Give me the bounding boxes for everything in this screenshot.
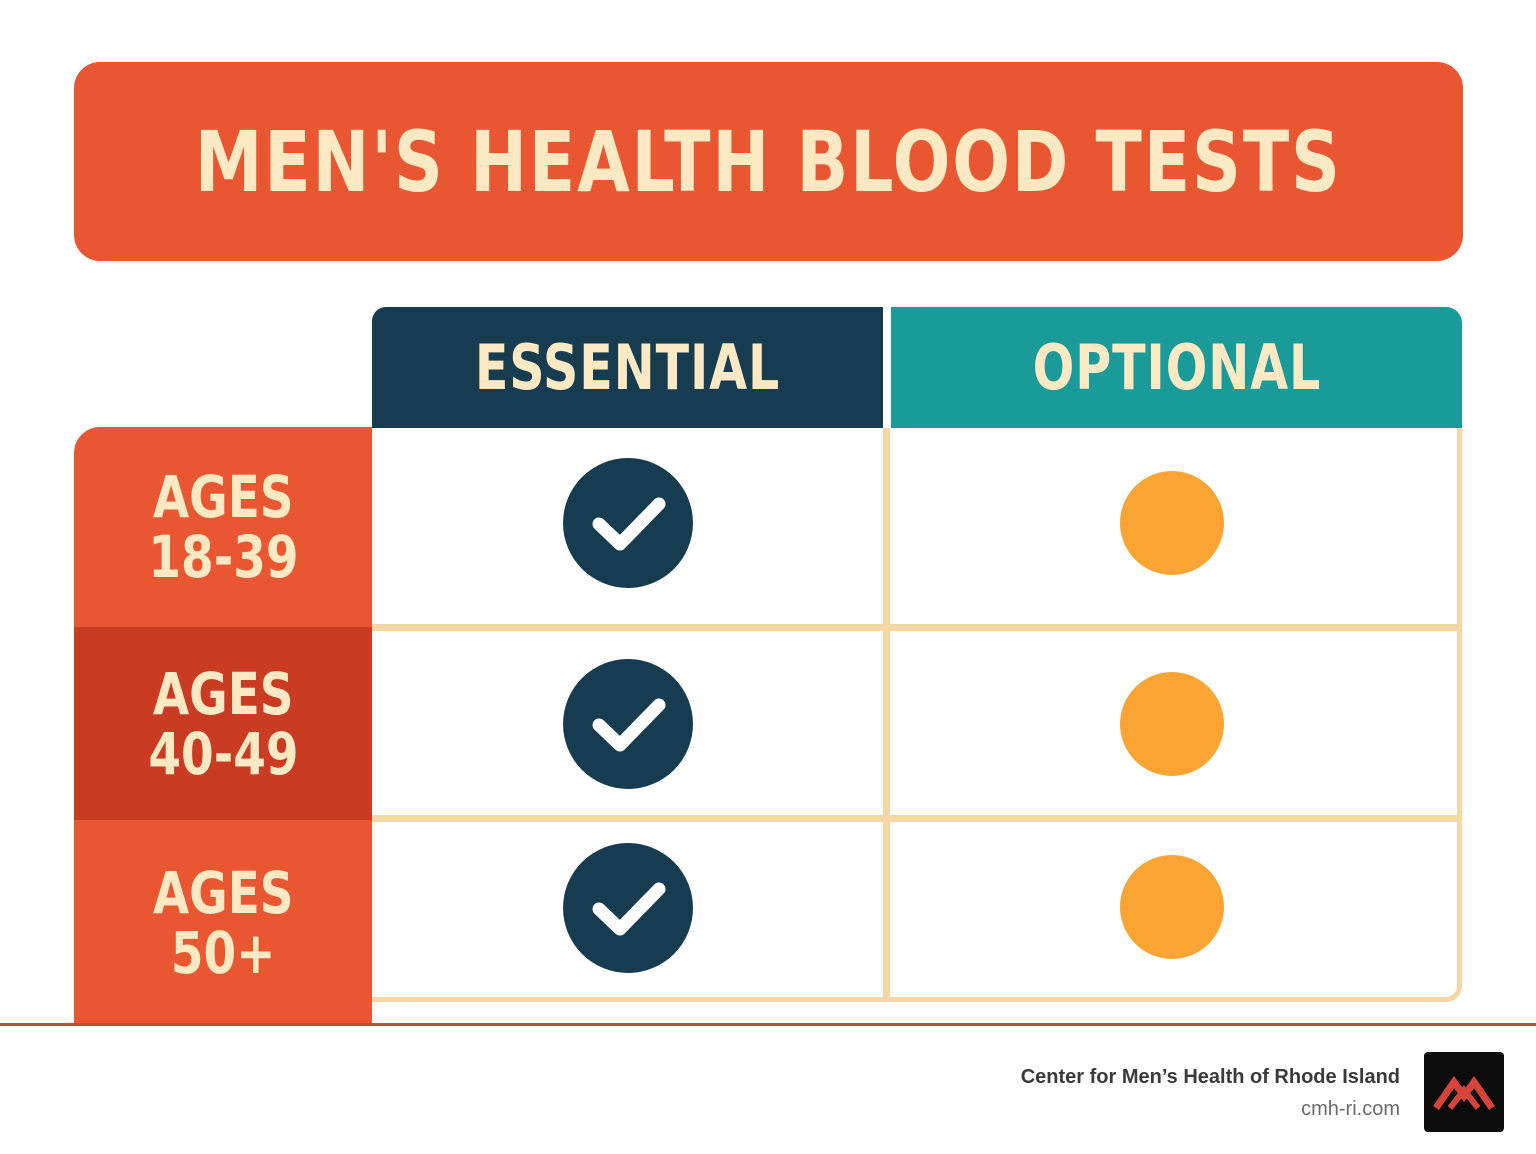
circle-dot-icon: [1120, 471, 1224, 575]
circle-dot-icon: [1120, 672, 1224, 776]
age-column: AGES 18-39 AGES 40-49 AGES 50+: [74, 427, 372, 1025]
grid-divider-vertical: [883, 428, 890, 997]
row-label-line2: 40-49: [147, 719, 299, 788]
cmh-logo-icon: [1424, 1052, 1504, 1132]
checkmark-icon: [563, 458, 693, 588]
circle-dot-icon: [1120, 855, 1224, 959]
row-label-50-plus: AGES 50+: [74, 820, 372, 1025]
row-label-line1: AGES: [152, 659, 294, 728]
footer-website-link[interactable]: cmh-ri.com: [1301, 1098, 1400, 1120]
column-header-optional-label: OPTIONAL: [1032, 331, 1321, 404]
row-label-18-39: AGES 18-39: [74, 427, 372, 627]
row-label-line1: AGES: [152, 858, 294, 927]
row-label-line1: AGES: [152, 463, 294, 531]
row-label-line2: 18-39: [147, 523, 299, 591]
grid-divider-row-1: [372, 624, 1457, 631]
column-header-optional: OPTIONAL: [891, 307, 1462, 428]
checkmark-icon: [563, 659, 693, 789]
grid-divider-row-2: [372, 815, 1457, 822]
checkmark-icon: [563, 843, 693, 973]
row-label-40-49: AGES 40-49: [74, 627, 372, 820]
column-header-essential: ESSENTIAL: [372, 307, 883, 428]
table-grid: [372, 428, 1462, 1002]
page-title: MEN'S HEALTH BLOOD TESTS: [194, 112, 1343, 211]
column-header-essential-label: ESSENTIAL: [474, 331, 781, 404]
row-label-line2: 50+: [170, 918, 276, 987]
footer-organization-name: Center for Men’s Health of Rhode Island: [1020, 1066, 1400, 1088]
title-banner: MEN'S HEALTH BLOOD TESTS: [74, 62, 1463, 261]
footer-divider: [0, 1023, 1536, 1026]
